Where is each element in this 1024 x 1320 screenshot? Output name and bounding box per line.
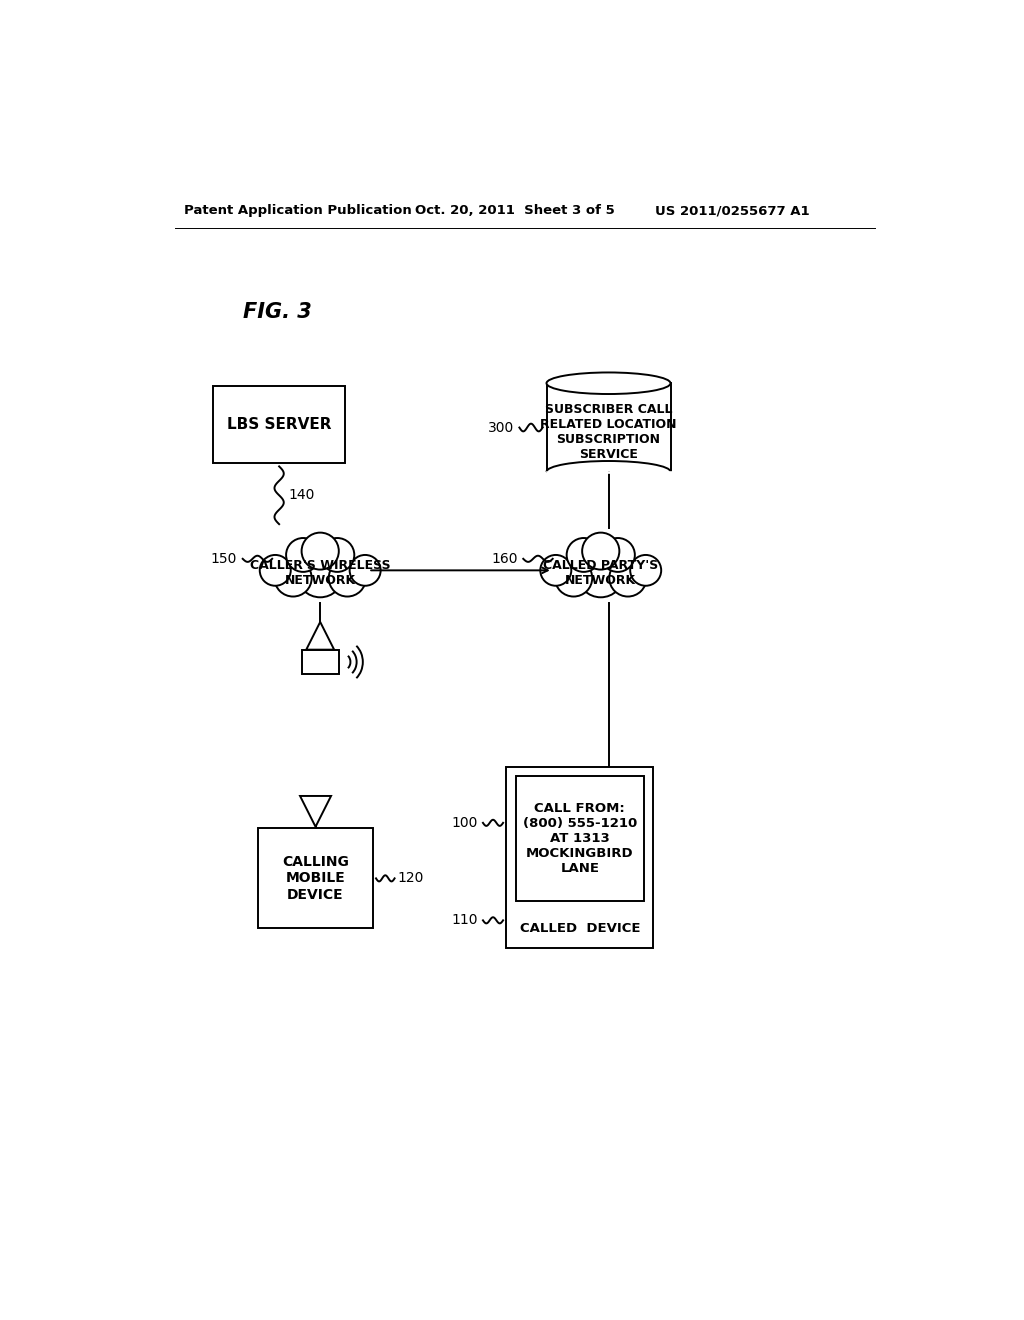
- Circle shape: [297, 552, 343, 597]
- Text: 110: 110: [452, 913, 478, 928]
- FancyBboxPatch shape: [302, 649, 339, 675]
- FancyBboxPatch shape: [547, 383, 671, 471]
- Text: CALLING
MOBILE
DEVICE: CALLING MOBILE DEVICE: [283, 855, 349, 902]
- Text: FIG. 3: FIG. 3: [243, 302, 311, 322]
- Ellipse shape: [547, 372, 671, 393]
- Polygon shape: [306, 622, 334, 649]
- Circle shape: [321, 539, 354, 572]
- Text: 150: 150: [210, 552, 237, 566]
- Circle shape: [601, 539, 635, 572]
- Circle shape: [555, 560, 592, 597]
- Circle shape: [286, 539, 321, 572]
- Circle shape: [583, 532, 620, 570]
- Text: 300: 300: [487, 421, 514, 434]
- Text: US 2011/0255677 A1: US 2011/0255677 A1: [655, 205, 810, 218]
- Text: 100: 100: [452, 816, 478, 830]
- Text: CALL FROM:
(800) 555-1210
AT 1313
MOCKINGBIRD
LANE: CALL FROM: (800) 555-1210 AT 1313 MOCKIN…: [522, 801, 637, 875]
- Circle shape: [302, 532, 339, 570]
- FancyBboxPatch shape: [213, 385, 345, 462]
- Text: Patent Application Publication: Patent Application Publication: [183, 205, 412, 218]
- Circle shape: [578, 552, 624, 597]
- Text: LBS SERVER: LBS SERVER: [227, 417, 332, 432]
- Circle shape: [274, 560, 311, 597]
- Text: 140: 140: [289, 488, 314, 503]
- Circle shape: [329, 560, 366, 597]
- Circle shape: [349, 554, 381, 586]
- Text: SUBSCRIBER CALL
RELATED LOCATION
SUBSCRIPTION
SERVICE: SUBSCRIBER CALL RELATED LOCATION SUBSCRI…: [541, 403, 677, 461]
- Circle shape: [566, 539, 601, 572]
- Circle shape: [609, 560, 646, 597]
- Text: 120: 120: [397, 871, 424, 886]
- FancyBboxPatch shape: [506, 767, 653, 948]
- Text: CALLED  DEVICE: CALLED DEVICE: [519, 921, 640, 935]
- Polygon shape: [300, 796, 331, 826]
- FancyBboxPatch shape: [258, 829, 373, 928]
- FancyBboxPatch shape: [515, 776, 644, 900]
- Circle shape: [541, 554, 571, 586]
- Text: CALLER'S WIRELESS
NETWORK: CALLER'S WIRELESS NETWORK: [250, 558, 390, 586]
- Text: Oct. 20, 2011  Sheet 3 of 5: Oct. 20, 2011 Sheet 3 of 5: [415, 205, 614, 218]
- Circle shape: [260, 554, 291, 586]
- Text: 160: 160: [492, 552, 518, 566]
- Circle shape: [630, 554, 662, 586]
- Text: CALLED PARTY'S
NETWORK: CALLED PARTY'S NETWORK: [543, 558, 658, 586]
